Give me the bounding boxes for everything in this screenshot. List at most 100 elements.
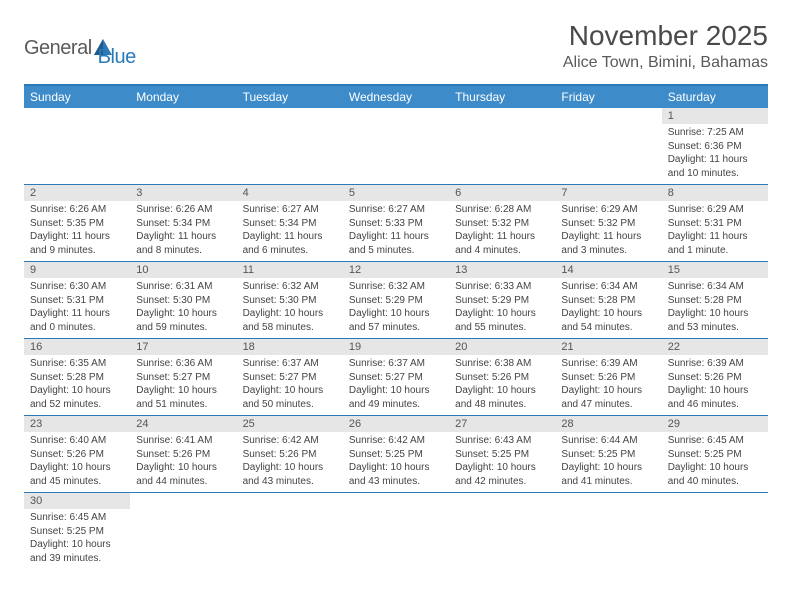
- day-cell: 24Sunrise: 6:41 AMSunset: 5:26 PMDayligh…: [130, 416, 236, 492]
- week-row: 9Sunrise: 6:30 AMSunset: 5:31 PMDaylight…: [24, 262, 768, 339]
- logo-text-general: General: [24, 37, 92, 59]
- week-row: 2Sunrise: 6:26 AMSunset: 5:35 PMDaylight…: [24, 185, 768, 262]
- day-cell: 8Sunrise: 6:29 AMSunset: 5:31 PMDaylight…: [662, 185, 768, 261]
- sunrise-line: Sunrise: 6:29 AM: [561, 203, 655, 217]
- day-cell: 1Sunrise: 7:25 AMSunset: 6:36 PMDaylight…: [662, 108, 768, 184]
- sunset-line: Sunset: 5:28 PM: [668, 294, 762, 308]
- sunrise-line: Sunrise: 6:32 AM: [349, 280, 443, 294]
- sunset-line: Sunset: 5:28 PM: [561, 294, 655, 308]
- daylight-line-1: Daylight: 11 hours: [561, 230, 655, 244]
- weekday-header: Tuesday: [237, 86, 343, 108]
- sunrise-line: Sunrise: 6:32 AM: [243, 280, 337, 294]
- day-number: 27: [449, 416, 555, 432]
- daylight-line-1: Daylight: 11 hours: [30, 307, 124, 321]
- day-cell-empty: [24, 108, 130, 184]
- sunset-line: Sunset: 5:28 PM: [30, 371, 124, 385]
- daylight-line-2: and 58 minutes.: [243, 321, 337, 335]
- daylight-line-1: Daylight: 10 hours: [561, 461, 655, 475]
- sunrise-line: Sunrise: 6:26 AM: [30, 203, 124, 217]
- daylight-line-2: and 46 minutes.: [668, 398, 762, 412]
- day-number: 7: [555, 185, 661, 201]
- sunset-line: Sunset: 5:31 PM: [668, 217, 762, 231]
- day-cell: 26Sunrise: 6:42 AMSunset: 5:25 PMDayligh…: [343, 416, 449, 492]
- day-cell: 3Sunrise: 6:26 AMSunset: 5:34 PMDaylight…: [130, 185, 236, 261]
- daylight-line-1: Daylight: 10 hours: [243, 307, 337, 321]
- sunset-line: Sunset: 5:25 PM: [668, 448, 762, 462]
- sunrise-line: Sunrise: 6:39 AM: [668, 357, 762, 371]
- day-body: Sunrise: 6:36 AMSunset: 5:27 PMDaylight:…: [130, 355, 236, 415]
- day-body: Sunrise: 6:42 AMSunset: 5:26 PMDaylight:…: [237, 432, 343, 492]
- day-cell: 25Sunrise: 6:42 AMSunset: 5:26 PMDayligh…: [237, 416, 343, 492]
- day-cell: 11Sunrise: 6:32 AMSunset: 5:30 PMDayligh…: [237, 262, 343, 338]
- week-row: 23Sunrise: 6:40 AMSunset: 5:26 PMDayligh…: [24, 416, 768, 493]
- daylight-line-1: Daylight: 10 hours: [349, 384, 443, 398]
- daylight-line-1: Daylight: 11 hours: [668, 230, 762, 244]
- sunset-line: Sunset: 5:25 PM: [30, 525, 124, 539]
- sunset-line: Sunset: 5:26 PM: [136, 448, 230, 462]
- day-body: Sunrise: 6:39 AMSunset: 5:26 PMDaylight:…: [662, 355, 768, 415]
- sunset-line: Sunset: 5:27 PM: [243, 371, 337, 385]
- day-body: Sunrise: 6:45 AMSunset: 5:25 PMDaylight:…: [24, 509, 130, 569]
- sunset-line: Sunset: 5:26 PM: [243, 448, 337, 462]
- daylight-line-1: Daylight: 10 hours: [349, 307, 443, 321]
- day-number: 1: [662, 108, 768, 124]
- day-cell-empty: [343, 493, 449, 569]
- calendar: SundayMondayTuesdayWednesdayThursdayFrid…: [24, 84, 768, 569]
- day-cell: 30Sunrise: 6:45 AMSunset: 5:25 PMDayligh…: [24, 493, 130, 569]
- day-number: 10: [130, 262, 236, 278]
- sunset-line: Sunset: 5:32 PM: [561, 217, 655, 231]
- day-body: Sunrise: 6:26 AMSunset: 5:35 PMDaylight:…: [24, 201, 130, 261]
- day-body: Sunrise: 6:37 AMSunset: 5:27 PMDaylight:…: [343, 355, 449, 415]
- daylight-line-2: and 48 minutes.: [455, 398, 549, 412]
- day-cell: 9Sunrise: 6:30 AMSunset: 5:31 PMDaylight…: [24, 262, 130, 338]
- sunset-line: Sunset: 5:34 PM: [243, 217, 337, 231]
- sunset-line: Sunset: 5:27 PM: [349, 371, 443, 385]
- day-number: 21: [555, 339, 661, 355]
- day-body: Sunrise: 6:38 AMSunset: 5:26 PMDaylight:…: [449, 355, 555, 415]
- daylight-line-2: and 41 minutes.: [561, 475, 655, 489]
- day-body: Sunrise: 6:33 AMSunset: 5:29 PMDaylight:…: [449, 278, 555, 338]
- sunrise-line: Sunrise: 6:30 AM: [30, 280, 124, 294]
- sunset-line: Sunset: 5:31 PM: [30, 294, 124, 308]
- sunrise-line: Sunrise: 6:37 AM: [243, 357, 337, 371]
- sunrise-line: Sunrise: 6:38 AM: [455, 357, 549, 371]
- daylight-line-2: and 51 minutes.: [136, 398, 230, 412]
- sunset-line: Sunset: 6:36 PM: [668, 140, 762, 154]
- day-number: 12: [343, 262, 449, 278]
- daylight-line-2: and 45 minutes.: [30, 475, 124, 489]
- sunrise-line: Sunrise: 6:43 AM: [455, 434, 549, 448]
- sunrise-line: Sunrise: 6:39 AM: [561, 357, 655, 371]
- sunrise-line: Sunrise: 6:34 AM: [561, 280, 655, 294]
- daylight-line-2: and 59 minutes.: [136, 321, 230, 335]
- day-cell: 15Sunrise: 6:34 AMSunset: 5:28 PMDayligh…: [662, 262, 768, 338]
- sunset-line: Sunset: 5:25 PM: [561, 448, 655, 462]
- day-number: 28: [555, 416, 661, 432]
- day-number: 5: [343, 185, 449, 201]
- day-cell-empty: [237, 108, 343, 184]
- day-body: Sunrise: 6:45 AMSunset: 5:25 PMDaylight:…: [662, 432, 768, 492]
- day-cell-empty: [449, 493, 555, 569]
- day-cell-empty: [449, 108, 555, 184]
- day-number: 23: [24, 416, 130, 432]
- weekday-header: Friday: [555, 86, 661, 108]
- daylight-line-2: and 49 minutes.: [349, 398, 443, 412]
- sunrise-line: Sunrise: 6:45 AM: [30, 511, 124, 525]
- day-body: Sunrise: 6:27 AMSunset: 5:34 PMDaylight:…: [237, 201, 343, 261]
- daylight-line-2: and 10 minutes.: [668, 167, 762, 181]
- daylight-line-2: and 6 minutes.: [243, 244, 337, 258]
- daylight-line-1: Daylight: 10 hours: [668, 461, 762, 475]
- daylight-line-2: and 9 minutes.: [30, 244, 124, 258]
- day-body: Sunrise: 6:34 AMSunset: 5:28 PMDaylight:…: [662, 278, 768, 338]
- daylight-line-2: and 43 minutes.: [349, 475, 443, 489]
- daylight-line-2: and 57 minutes.: [349, 321, 443, 335]
- daylight-line-2: and 47 minutes.: [561, 398, 655, 412]
- daylight-line-2: and 53 minutes.: [668, 321, 762, 335]
- sunset-line: Sunset: 5:29 PM: [349, 294, 443, 308]
- daylight-line-1: Daylight: 10 hours: [30, 461, 124, 475]
- week-row: 16Sunrise: 6:35 AMSunset: 5:28 PMDayligh…: [24, 339, 768, 416]
- week-row: 30Sunrise: 6:45 AMSunset: 5:25 PMDayligh…: [24, 493, 768, 569]
- day-number: 13: [449, 262, 555, 278]
- day-body: Sunrise: 7:25 AMSunset: 6:36 PMDaylight:…: [662, 124, 768, 184]
- daylight-line-2: and 0 minutes.: [30, 321, 124, 335]
- daylight-line-2: and 43 minutes.: [243, 475, 337, 489]
